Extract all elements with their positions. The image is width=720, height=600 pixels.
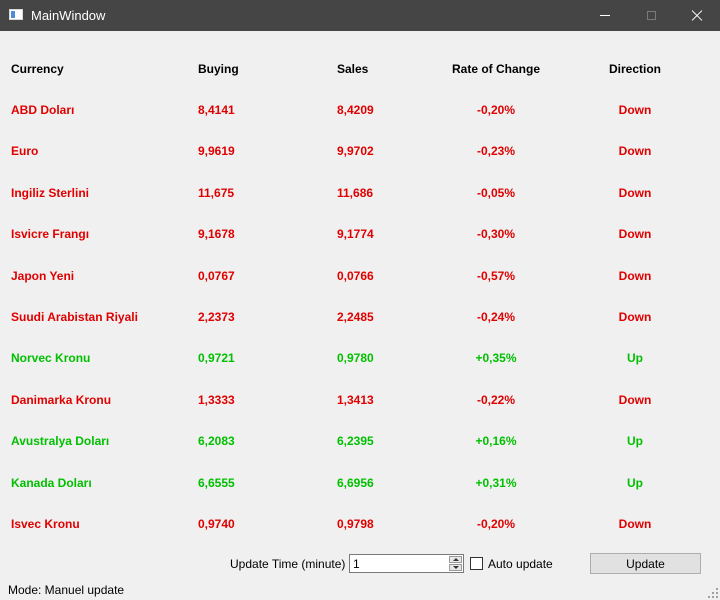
- maximize-icon: [646, 11, 656, 20]
- cell-rate-of-change: -0,05%: [476, 186, 516, 200]
- resize-grip-icon[interactable]: [708, 588, 718, 598]
- cell-rate-of-change: -0,20%: [476, 517, 516, 531]
- cell-rate-of-change: +0,31%: [475, 476, 517, 490]
- update-time-input[interactable]: [353, 556, 443, 571]
- cell-buying: 9,9619: [198, 144, 235, 158]
- cell-buying: 9,1678: [198, 227, 235, 241]
- update-time-label: Update Time (minute): [230, 557, 346, 571]
- cell-rate-of-change: +0,35%: [475, 351, 517, 365]
- cell-direction: Down: [618, 393, 652, 407]
- cell-direction: Down: [618, 103, 652, 117]
- table-row: Ingiliz Sterlini 11,675 11,686 -0,05% Down: [0, 186, 720, 206]
- minimize-icon: [600, 15, 610, 16]
- minimize-button[interactable]: [582, 0, 628, 31]
- cell-direction: Down: [618, 310, 652, 324]
- cell-rate-of-change: +0,16%: [475, 434, 517, 448]
- cell-sales: 0,0766: [337, 269, 374, 283]
- cell-rate-of-change: -0,20%: [476, 103, 516, 117]
- auto-update-checkbox[interactable]: [470, 557, 483, 570]
- app-window-icon: [9, 9, 23, 20]
- cell-direction: Up: [627, 351, 643, 365]
- cell-sales: 6,6956: [337, 476, 374, 490]
- header-direction: Direction: [608, 62, 661, 76]
- cell-rate-of-change: -0,24%: [476, 310, 516, 324]
- title-bar: MainWindow: [0, 0, 720, 31]
- table-row: Suudi Arabistan Riyali 2,2373 2,2485 -0,24%…: [0, 310, 720, 330]
- cell-currency: Euro: [11, 144, 39, 158]
- table-row: ABD Doları 8,4141 8,4209 -0,20% Down: [0, 103, 720, 123]
- update-button[interactable]: Update: [590, 553, 701, 574]
- cell-direction: Down: [618, 269, 652, 283]
- table-row: Danimarka Kronu 1,3333 1,3413 -0,22% Down: [0, 393, 720, 413]
- cell-sales: 8,4209: [337, 103, 374, 117]
- cell-sales: 11,686: [337, 186, 374, 200]
- cell-sales: 0,9798: [337, 517, 374, 531]
- cell-rate-of-change: -0,57%: [476, 269, 516, 283]
- cell-currency: Isvec Kronu: [11, 517, 80, 531]
- cell-buying: 8,4141: [198, 103, 235, 117]
- table-row: Isvicre Frangı 9,1678 9,1774 -0,30% Down: [0, 227, 720, 247]
- update-time-spinbox[interactable]: [349, 554, 464, 573]
- spin-down-arrow-icon[interactable]: [449, 564, 462, 571]
- table-row: Norvec Kronu 0,9721 0,9780 +0,35% Up: [0, 351, 720, 371]
- cell-buying: 1,3333: [198, 393, 235, 407]
- cell-rate-of-change: -0,23%: [476, 144, 516, 158]
- cell-direction: Down: [618, 186, 652, 200]
- cell-sales: 0,9780: [337, 351, 374, 365]
- cell-buying: 0,9721: [198, 351, 235, 365]
- window-title: MainWindow: [31, 8, 106, 23]
- maximize-button[interactable]: [628, 0, 674, 31]
- table-row: Euro 9,9619 9,9702 -0,23% Down: [0, 144, 720, 164]
- cell-buying: 0,9740: [198, 517, 235, 531]
- cell-currency: Kanada Doları: [11, 476, 92, 490]
- table-row: Kanada Doları 6,6555 6,6956 +0,31% Up: [0, 476, 720, 496]
- cell-buying: 6,2083: [198, 434, 235, 448]
- cell-rate-of-change: -0,30%: [476, 227, 516, 241]
- cell-currency: Japon Yeni: [11, 269, 75, 283]
- cell-currency: ABD Doları: [11, 103, 75, 117]
- header-buying: Buying: [198, 62, 239, 76]
- cell-rate-of-change: -0,22%: [476, 393, 516, 407]
- close-button[interactable]: [674, 0, 720, 31]
- cell-direction: Up: [627, 476, 643, 490]
- cell-direction: Down: [618, 144, 652, 158]
- auto-update-label[interactable]: Auto update: [488, 557, 553, 571]
- cell-sales: 6,2395: [337, 434, 374, 448]
- cell-sales: 1,3413: [337, 393, 374, 407]
- header-currency: Currency: [11, 62, 64, 76]
- cell-direction: Down: [618, 227, 652, 241]
- cell-currency: Danimarka Kronu: [11, 393, 112, 407]
- table-row: Isvec Kronu 0,9740 0,9798 -0,20% Down: [0, 517, 720, 537]
- table-row: Japon Yeni 0,0767 0,0766 -0,57% Down: [0, 269, 720, 289]
- table-row: Avustralya Doları 6,2083 6,2395 +0,16% Up: [0, 434, 720, 454]
- cell-buying: 0,0767: [198, 269, 235, 283]
- cell-currency: Avustralya Doları: [11, 434, 110, 448]
- cell-sales: 2,2485: [337, 310, 374, 324]
- cell-sales: 9,9702: [337, 144, 374, 158]
- cell-sales: 9,1774: [337, 227, 374, 241]
- cell-currency: Ingiliz Sterlini: [11, 186, 90, 200]
- spin-up-arrow-icon[interactable]: [449, 556, 462, 563]
- cell-buying: 11,675: [198, 186, 235, 200]
- header-rate-of-change: Rate of Change: [451, 62, 540, 76]
- cell-currency: Suudi Arabistan Riyali: [11, 310, 138, 324]
- cell-buying: 6,6555: [198, 476, 235, 490]
- cell-currency: Norvec Kronu: [11, 351, 91, 365]
- cell-direction: Down: [618, 517, 652, 531]
- cell-buying: 2,2373: [198, 310, 235, 324]
- cell-direction: Up: [627, 434, 643, 448]
- status-bar-mode: Mode: Manuel update: [8, 583, 125, 597]
- cell-currency: Isvicre Frangı: [11, 227, 90, 241]
- table-header-row: Currency Buying Sales Rate of Change Dir…: [0, 62, 720, 82]
- close-icon: [691, 10, 703, 22]
- header-sales: Sales: [337, 62, 369, 76]
